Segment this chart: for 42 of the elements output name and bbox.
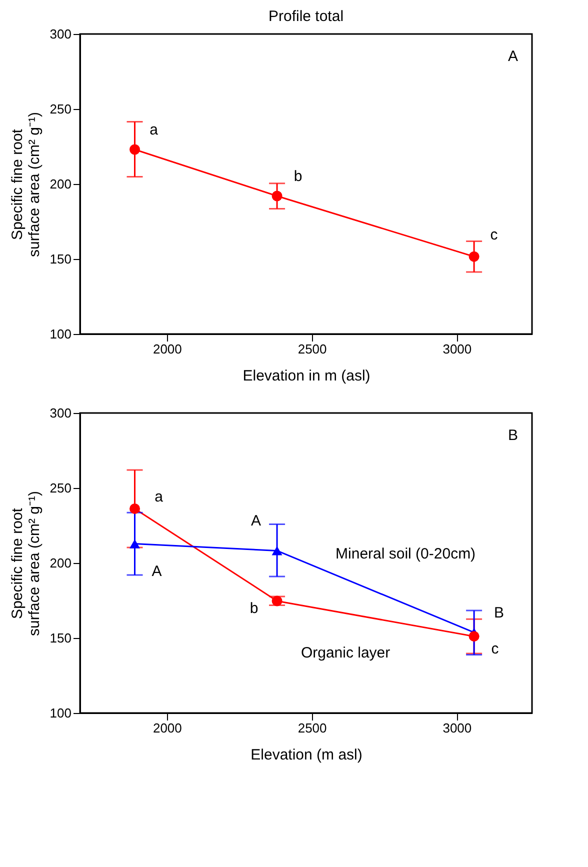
x-tick-label: 2000 — [152, 720, 182, 736]
x-tick-label: 3000 — [442, 720, 472, 736]
x-tick-label: 2500 — [298, 720, 327, 736]
annotation: a — [150, 122, 159, 138]
annotation: A — [508, 48, 518, 65]
annotation: c — [490, 226, 498, 244]
chart-title: Profile total — [268, 8, 344, 25]
annotation: a — [154, 488, 164, 506]
annotation: B — [494, 604, 504, 622]
annotation: B — [508, 427, 518, 444]
y-tick-label: 100 — [50, 706, 72, 720]
point — [468, 631, 480, 642]
annotation: A — [152, 562, 162, 580]
y-tick-label: 250 — [50, 480, 72, 496]
annotation: A — [251, 512, 262, 530]
point — [130, 539, 140, 548]
y-tick-label: 200 — [50, 176, 72, 192]
annotation: c — [491, 640, 500, 658]
point — [130, 503, 140, 514]
y-tick-label: 150 — [50, 252, 72, 266]
point — [272, 190, 282, 202]
y-tick-label: 100 — [50, 326, 72, 342]
y-tick-label: 200 — [50, 556, 72, 570]
x-tick-label: 2000 — [152, 342, 182, 356]
y-axis-title: Specific fine root surface area (cm² g⁻¹) — [8, 112, 43, 258]
point — [468, 251, 480, 262]
y-tick-label: 300 — [50, 406, 72, 420]
series-label: Mineral soil (0-20cm) — [336, 546, 476, 563]
x-tick-label: 2500 — [298, 342, 327, 356]
x-axis-title: Elevation (m asl) — [250, 746, 362, 764]
x-axis-title: Elevation in m (asl) — [242, 368, 370, 384]
y-tick-label: 250 — [50, 102, 72, 116]
point — [272, 546, 282, 556]
annotation: b — [294, 168, 302, 185]
y-axis-title: Specific fine root surface area (cm² g⁻¹) — [8, 490, 43, 636]
series-label: Organic layer — [300, 644, 390, 662]
point — [130, 144, 140, 155]
annotation: b — [250, 600, 258, 617]
y-tick-label: 150 — [50, 630, 72, 646]
point — [272, 596, 282, 606]
x-tick-label: 3000 — [442, 342, 472, 356]
y-tick-label: 300 — [50, 26, 72, 42]
